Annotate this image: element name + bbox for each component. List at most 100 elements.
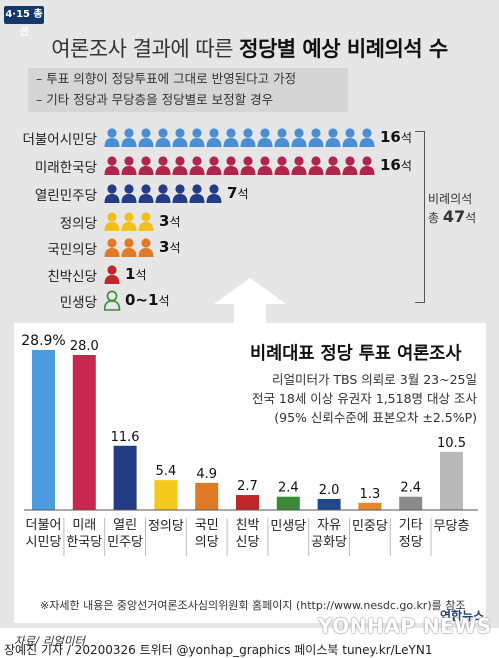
seat-count-unit: 석 [237, 187, 249, 201]
category-label: 민중당 [352, 519, 388, 534]
person-icon [257, 156, 273, 175]
category-label: 더불어 [26, 518, 62, 533]
person-icon [104, 156, 120, 175]
person-icons [104, 238, 154, 257]
person-icon [342, 156, 358, 175]
seat-party-label: 열린민주당 [34, 188, 97, 204]
total-value: 47 [442, 207, 466, 226]
seat-count: 16석 [380, 156, 412, 174]
seat-party-label: 미래한국당 [34, 160, 97, 176]
seat-count-value: 3 [159, 212, 170, 230]
person-icon [274, 128, 290, 147]
seat-row: 친박신당 1석 [0, 263, 499, 287]
seat-count-value: 3 [159, 238, 170, 256]
bar-value-label: 28.9% [21, 333, 65, 349]
person-icons [104, 184, 222, 203]
person-icon [121, 184, 137, 203]
category-label: 신당 [236, 535, 260, 550]
person-icon [223, 128, 239, 147]
person-icon [138, 212, 154, 231]
category-label: 자유 [317, 518, 341, 533]
person-icon [172, 128, 188, 147]
person-icon [138, 156, 154, 175]
person-icon [189, 128, 205, 147]
seat-count-value: 0~1 [125, 291, 159, 309]
source: 자료/ 리얼미터 [14, 634, 86, 648]
seat-count-value: 16 [380, 156, 401, 174]
person-icon [325, 156, 341, 175]
category-label: 무당층 [434, 519, 470, 534]
seat-count: 0~1석 [125, 291, 170, 309]
person-icon [172, 184, 188, 203]
seat-party-label: 더불어시민당 [22, 132, 97, 148]
total-unit: 석 [465, 211, 477, 225]
election-badge: 4·15 총선 [4, 6, 44, 38]
page-title: 여론조사 결과에 따른 정당별 예상 비례의석 수 [0, 33, 499, 63]
seat-count-unit: 석 [158, 294, 170, 308]
seat-count-unit: 석 [400, 159, 412, 173]
bar [32, 350, 55, 510]
person-icon [206, 184, 222, 203]
category-label: 공화당 [311, 535, 347, 550]
assumption-box: – 투표 의향이 정당투표에 그대로 반영된다고 가정 – 기타 정당과 무당층… [28, 68, 348, 112]
category-label: 열린 [113, 518, 137, 533]
bar-value-label: 2.4 [278, 481, 299, 496]
seat-row: 정의당 3석 [0, 210, 499, 234]
person-icon [155, 184, 171, 203]
person-icon [104, 290, 121, 311]
survey-line: 전국 18세 이상 유권자 1,518명 대상 조사 [251, 391, 477, 406]
seat-row: 열린민주당 7석 [0, 182, 499, 206]
category-label: 기타 [399, 518, 423, 533]
assumption-line: – 기타 정당과 무당층을 정당별로 보정할 경우 [36, 92, 274, 107]
person-icon [291, 128, 307, 147]
person-icon [274, 156, 290, 175]
seat-party-label: 국민의당 [47, 242, 97, 258]
survey-line: (95% 신뢰수준에 표본오차 ±2.5%P) [274, 410, 477, 425]
bar [358, 502, 382, 510]
survey-title: 비례대표 정당 투표 여론조사 [250, 344, 462, 364]
person-icon [359, 156, 375, 175]
person-icon [104, 212, 120, 231]
seat-party-label: 민생당 [59, 295, 97, 311]
person-icon [308, 156, 324, 175]
watermark: YONHAP NEWS [318, 614, 492, 638]
person-icon [104, 128, 120, 147]
category-label: 의당 [195, 535, 219, 550]
person-icon [121, 212, 137, 231]
total-seats: 비례의석 총 47석 [428, 190, 476, 227]
person-icon [308, 128, 324, 147]
bar [154, 480, 178, 510]
person-icon [189, 184, 205, 203]
seat-count: 16석 [380, 128, 412, 146]
bar-value-label: 4.9 [196, 467, 217, 482]
seat-count: 7석 [227, 184, 248, 202]
bar-value-label: 2.7 [237, 479, 258, 494]
person-icon [155, 128, 171, 147]
person-icon [206, 128, 222, 147]
person-icon [359, 128, 375, 147]
bar [276, 496, 300, 510]
person-icon [189, 156, 205, 175]
category-label: 정의당 [148, 519, 184, 534]
person-icons [104, 128, 375, 147]
person-icon [257, 128, 273, 147]
category-label: 시민당 [26, 535, 62, 550]
person-icon [104, 238, 120, 257]
category-label: 한국당 [66, 535, 102, 550]
category-label: 민주당 [107, 535, 143, 550]
bar [113, 445, 137, 510]
person-icons [104, 290, 121, 311]
bar [72, 354, 96, 510]
seat-row: 더불어시민당 16석 [0, 126, 499, 150]
category-label: 국민 [195, 518, 219, 533]
seat-count-unit: 석 [169, 215, 181, 229]
poll-bar-chart: 28.9% 더불어시민당 28.0 미래한국당 11.6 열린민주당 5.4 정의당 4.9 국민… [21, 333, 478, 556]
person-icons [104, 265, 120, 284]
person-icon [104, 265, 120, 284]
category-label: 미래 [72, 518, 96, 533]
person-icon [104, 184, 120, 203]
seat-row: 민생당 0~1석 [0, 289, 499, 313]
person-icon [223, 156, 239, 175]
person-icon [172, 156, 188, 175]
seat-count-value: 1 [125, 265, 136, 283]
